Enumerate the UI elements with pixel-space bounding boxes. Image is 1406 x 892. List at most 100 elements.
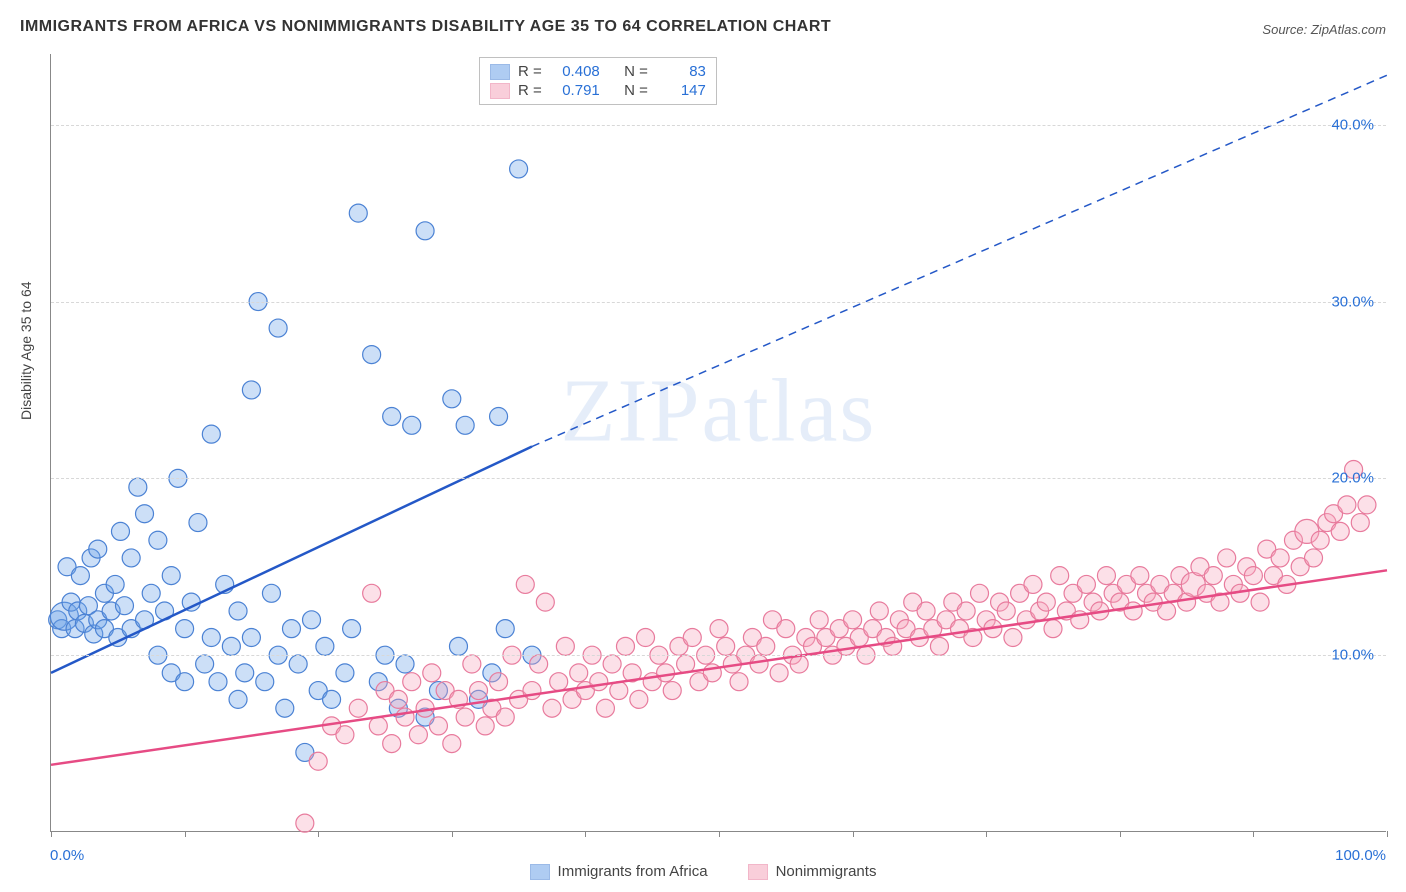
data-point	[111, 522, 129, 540]
data-point	[349, 204, 367, 222]
data-point	[403, 673, 421, 691]
data-point	[510, 160, 528, 178]
legend-swatch	[748, 864, 768, 880]
data-point	[229, 690, 247, 708]
legend-swatch	[530, 864, 550, 880]
chart-title: IMMIGRANTS FROM AFRICA VS NONIMMIGRANTS …	[20, 18, 831, 36]
data-point	[316, 637, 334, 655]
data-point	[770, 664, 788, 682]
data-point	[416, 222, 434, 240]
data-point	[490, 407, 508, 425]
stat-r-label: R =	[518, 63, 542, 80]
plot-area: ZIPatlas R =0.408 N =83R =0.791 N =147 1…	[50, 54, 1386, 832]
data-point	[971, 584, 989, 602]
y-tick-label: 40.0%	[1331, 116, 1374, 133]
data-point	[657, 664, 675, 682]
data-point	[202, 629, 220, 647]
data-point	[717, 637, 735, 655]
series-legend: Immigrants from Africa Nonimmigrants	[0, 863, 1406, 880]
data-point	[256, 673, 274, 691]
gridline	[51, 302, 1386, 303]
data-point	[162, 567, 180, 585]
x-tick	[853, 831, 854, 837]
data-point	[309, 752, 327, 770]
data-point	[136, 505, 154, 523]
x-tick	[185, 831, 186, 837]
stat-r-value: 0.408	[550, 63, 600, 80]
data-point	[957, 602, 975, 620]
gridline	[51, 655, 1386, 656]
data-point	[269, 319, 287, 337]
data-point	[844, 611, 862, 629]
data-point	[1051, 567, 1069, 585]
data-point	[122, 549, 140, 567]
data-point	[149, 531, 167, 549]
data-point	[1044, 620, 1062, 638]
data-point	[1251, 593, 1269, 611]
data-point	[236, 664, 254, 682]
data-point	[917, 602, 935, 620]
data-point	[363, 346, 381, 364]
x-tick	[318, 831, 319, 837]
data-point	[115, 597, 133, 615]
stat-n-label: N =	[624, 63, 648, 80]
data-point	[409, 726, 427, 744]
data-point	[1158, 602, 1176, 620]
data-point	[142, 584, 160, 602]
data-point	[884, 637, 902, 655]
data-point	[1351, 514, 1369, 532]
x-tick	[585, 831, 586, 837]
x-tick	[986, 831, 987, 837]
data-point	[543, 699, 561, 717]
data-point	[710, 620, 728, 638]
legend-item: Nonimmigrants	[748, 863, 877, 880]
x-tick	[452, 831, 453, 837]
data-point	[810, 611, 828, 629]
data-point	[189, 514, 207, 532]
source-value: ZipAtlas.com	[1311, 22, 1386, 37]
data-point	[1124, 602, 1142, 620]
data-point	[777, 620, 795, 638]
data-point	[930, 637, 948, 655]
stats-row: R =0.791 N =147	[490, 81, 706, 100]
data-point	[1077, 575, 1095, 593]
stat-n-value: 147	[656, 82, 706, 99]
data-point	[637, 629, 655, 647]
data-point	[570, 664, 588, 682]
data-point	[176, 620, 194, 638]
data-point	[242, 629, 260, 647]
legend-swatch	[490, 64, 510, 80]
data-point	[229, 602, 247, 620]
stat-n-value: 83	[656, 63, 706, 80]
data-point	[516, 575, 534, 593]
data-point	[997, 602, 1015, 620]
trend-line-extension	[532, 75, 1387, 446]
data-point	[383, 735, 401, 753]
data-point	[423, 664, 441, 682]
x-tick	[1253, 831, 1254, 837]
data-point	[490, 673, 508, 691]
data-point	[1218, 549, 1236, 567]
data-point	[403, 416, 421, 434]
data-point	[630, 690, 648, 708]
data-point	[550, 673, 568, 691]
data-point	[1271, 549, 1289, 567]
data-point	[530, 655, 548, 673]
data-point	[389, 690, 407, 708]
data-point	[242, 381, 260, 399]
legend-item: Immigrants from Africa	[530, 863, 708, 880]
data-point	[296, 814, 314, 832]
stat-r-label: R =	[518, 82, 542, 99]
data-point	[106, 575, 124, 593]
data-point	[363, 584, 381, 602]
data-point	[536, 593, 554, 611]
data-point	[443, 735, 461, 753]
x-tick	[1120, 831, 1121, 837]
chart-svg	[51, 54, 1386, 831]
data-point	[683, 629, 701, 647]
data-point	[343, 620, 361, 638]
legend-label: Nonimmigrants	[776, 863, 877, 880]
stat-r-value: 0.791	[550, 82, 600, 99]
data-point	[1131, 567, 1149, 585]
data-point	[603, 655, 621, 673]
